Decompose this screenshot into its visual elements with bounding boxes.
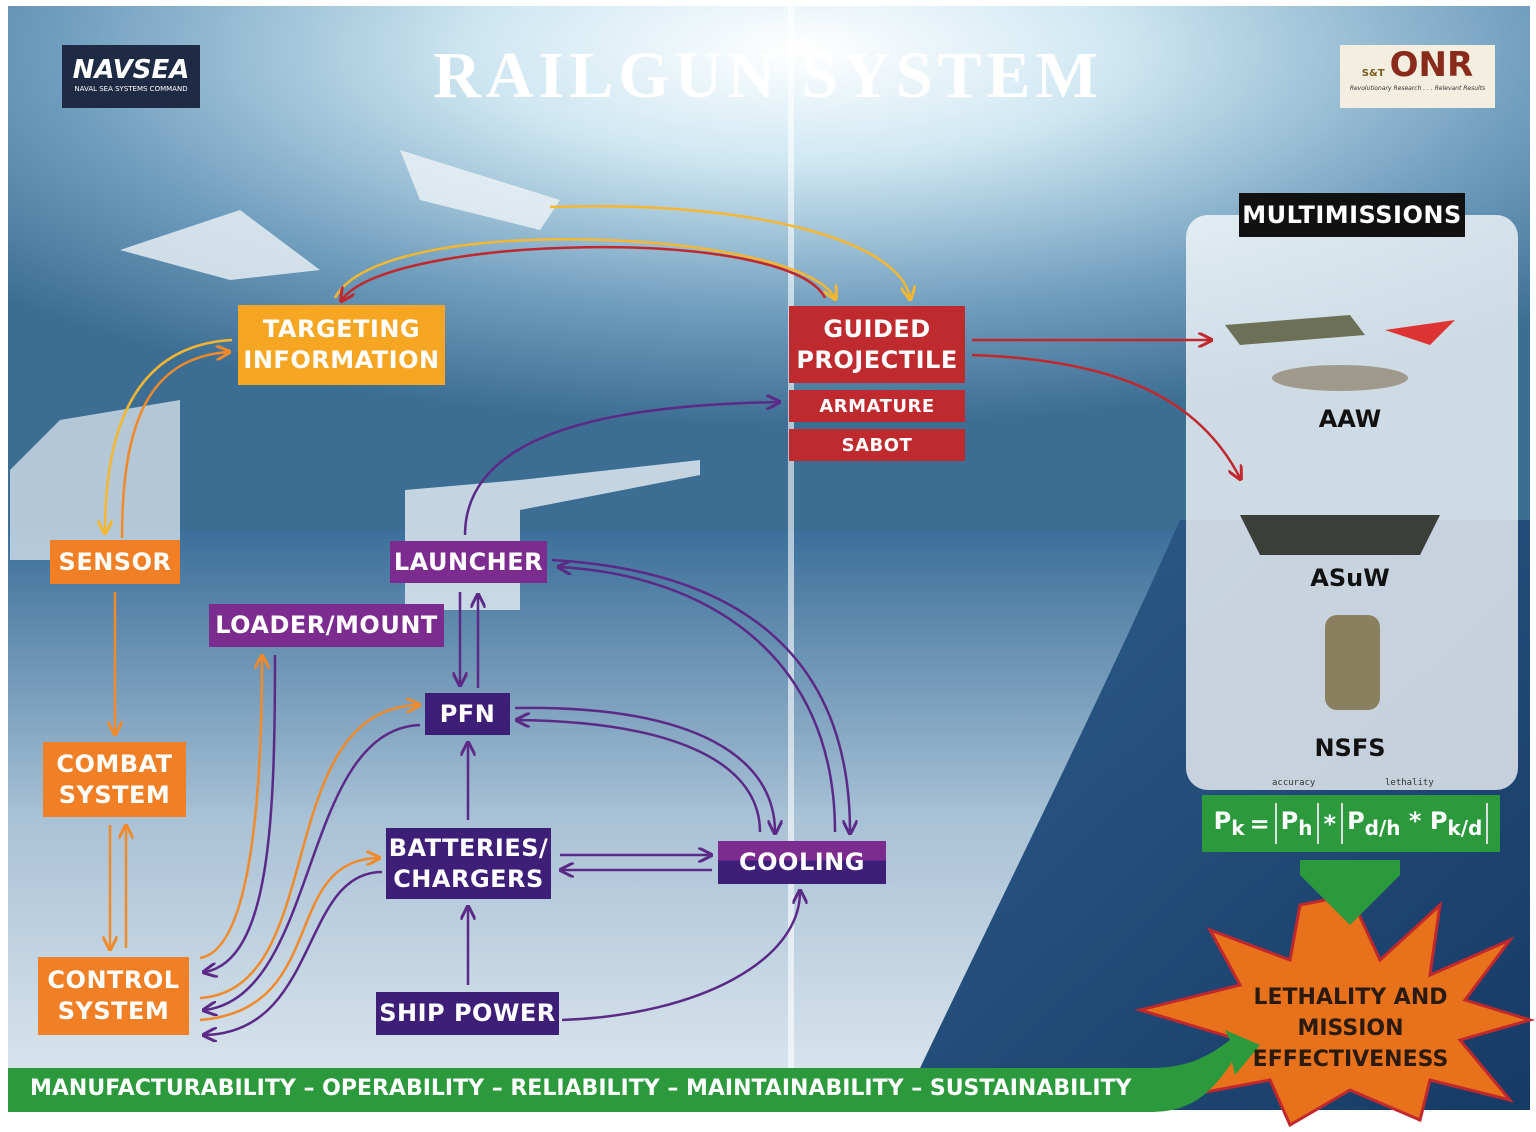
- term-base: P: [1214, 807, 1232, 835]
- mission: ASuW: [1250, 564, 1450, 592]
- projectile: GUIDED PROJECTILE: [789, 306, 965, 383]
- term-sub: h: [1298, 816, 1312, 840]
- formula: Pk = Ph * Pd/h * Pk/d: [1202, 795, 1500, 852]
- logo-name: NAVSEA: [62, 55, 200, 85]
- light-beam: [788, 6, 794, 1110]
- operator: *: [1409, 807, 1422, 835]
- node: TARGETING INFORMATION: [238, 305, 445, 385]
- projectile-part: ARMATURE: [789, 390, 965, 422]
- projectile-part: SABOT: [789, 429, 965, 461]
- operator: =: [1250, 810, 1270, 838]
- navsea-logo: NAVSEA NAVAL SEA SYSTEMS COMMAND: [62, 45, 200, 108]
- node: SHIP POWER: [376, 992, 559, 1035]
- node: PFN: [425, 693, 510, 735]
- term-base: P: [1430, 807, 1448, 835]
- boat-image: [1240, 515, 1440, 555]
- node: BATTERIES/ CHARGERS: [386, 828, 551, 899]
- panel-title: MULTIMISSIONS: [1239, 193, 1465, 237]
- logo-tagline: Revolutionary Research . . . Relevant Re…: [1340, 85, 1495, 92]
- annotation: accuracy: [1272, 778, 1315, 788]
- soldier-image: [1325, 615, 1380, 710]
- term-base: P: [1281, 807, 1299, 835]
- annotation: lethality: [1385, 778, 1434, 788]
- node: COMBAT SYSTEM: [43, 742, 186, 817]
- node: CONTROL SYSTEM: [38, 957, 189, 1035]
- term-sub: k/d: [1447, 816, 1482, 840]
- onr-logo: S&T ONR Revolutionary Research . . . Rel…: [1340, 45, 1495, 108]
- term: Ph: [1275, 803, 1319, 844]
- term-base: P: [1347, 807, 1365, 835]
- node: LAUNCHER: [390, 541, 547, 583]
- page: RAILGUN SYSTEM NAVSEA NAVAL SEA SYSTEMS …: [0, 0, 1536, 1132]
- missile-image: [1272, 365, 1408, 391]
- node: LOADER/MOUNT: [209, 604, 444, 647]
- mission: NSFS: [1250, 734, 1450, 762]
- mission: AAW: [1250, 405, 1450, 433]
- term-sub: k: [1231, 816, 1244, 840]
- logo-subtitle: NAVAL SEA SYSTEMS COMMAND: [62, 85, 200, 93]
- node: COOLING: [718, 841, 886, 884]
- footer: MANUFACTURABILITY – OPERABILITY – RELIAB…: [30, 1076, 1131, 1101]
- term-sub: d/h: [1365, 816, 1401, 840]
- term-group: Pd/h * Pk/d: [1341, 803, 1488, 844]
- logo-name: ONR: [1390, 45, 1474, 85]
- node: SENSOR: [50, 540, 180, 584]
- logo-badge: S&T: [1362, 68, 1385, 79]
- outcome: LETHALITY AND MISSION EFFECTIVENESS: [1248, 982, 1453, 1075]
- operator: *: [1324, 810, 1337, 838]
- title: RAILGUN SYSTEM: [0, 38, 1536, 114]
- term: Pk: [1214, 807, 1245, 840]
